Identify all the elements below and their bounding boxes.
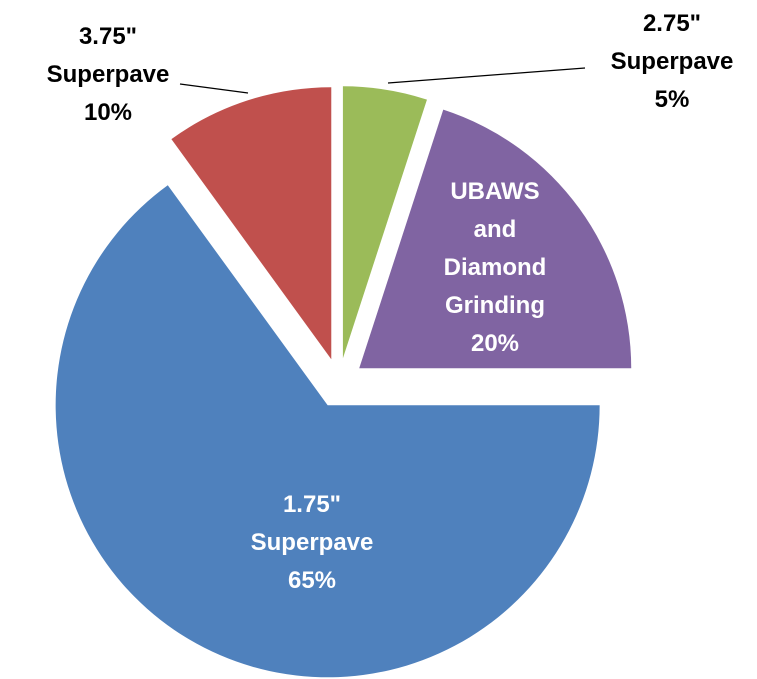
leader-line (179, 83, 249, 94)
pie-slice (55, 185, 600, 678)
slice-label: 1.75" Superpave 65% (245, 486, 380, 600)
slice-percent: 20% (470, 330, 520, 357)
leader-line (387, 67, 586, 84)
slice-name: 2.75" Superpave (610, 10, 734, 75)
pie-slice (342, 86, 427, 359)
slice-label: UBAWS and Diamond Grinding 20% (435, 173, 555, 363)
slice-label: 2.75" Superpave 5% (605, 5, 740, 119)
slice-percent: 5% (654, 86, 690, 113)
slice-percent: 65% (287, 567, 337, 594)
pie-slice (359, 109, 632, 369)
slice-name: 1.75" Superpave (250, 491, 374, 556)
slice-label: 3.75" Superpave 10% (41, 18, 176, 132)
slice-percent: 10% (83, 99, 133, 126)
pie-slice (171, 87, 332, 360)
slice-name: 3.75" Superpave (46, 23, 170, 88)
slice-name: UBAWS and Diamond Grinding (443, 178, 547, 319)
